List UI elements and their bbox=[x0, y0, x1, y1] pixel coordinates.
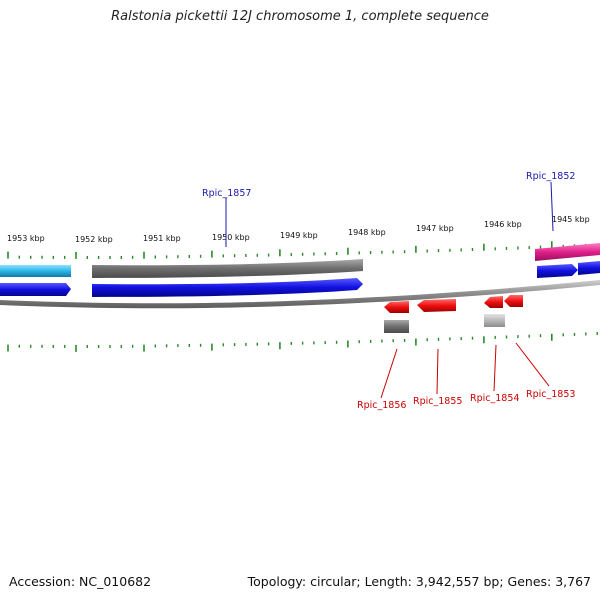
topology-summary: Topology: circular; Length: 3,942,557 bp… bbox=[247, 574, 591, 589]
gene-grey-rpic-1856[interactable] bbox=[384, 320, 409, 333]
gene-label-rpic-1852[interactable]: Rpic_1852 bbox=[526, 171, 575, 182]
scale-label-1951: 1951 kbp bbox=[143, 234, 181, 243]
forward-gene-labels: Rpic_1857 Rpic_1852 bbox=[202, 171, 575, 247]
gene-cyan-left[interactable] bbox=[0, 265, 71, 277]
cds-arrow-rpic-1855[interactable] bbox=[417, 299, 456, 312]
scale-label-1950: 1950 kbp bbox=[212, 233, 250, 242]
cds-arrow-rpic-1853[interactable] bbox=[504, 295, 523, 307]
cds-arrow-rpic-1852[interactable] bbox=[537, 264, 578, 278]
gene-lightgrey-rpic-1854[interactable] bbox=[484, 314, 505, 327]
reverse-gene-labels: Rpic_1856 Rpic_1855 Rpic_1854 Rpic_1853 bbox=[357, 342, 575, 411]
leader-line-rpic-1854 bbox=[493, 344, 497, 392]
chromosome-backbone bbox=[0, 280, 600, 309]
cds-arrow-right-edge[interactable] bbox=[578, 261, 600, 275]
gene-label-rpic-1853[interactable]: Rpic_1853 bbox=[526, 389, 575, 400]
gene-grey-rpic-1857[interactable] bbox=[92, 259, 363, 278]
scale-label-1946: 1946 kbp bbox=[484, 220, 522, 229]
cds-arrow-rpic-1857[interactable] bbox=[92, 278, 363, 297]
scale-label-1949: 1949 kbp bbox=[280, 231, 318, 240]
accession-text: Accession: NC_010682 bbox=[9, 574, 152, 589]
inner-scale-ticks bbox=[7, 332, 598, 352]
leader-line-rpic-1855 bbox=[436, 348, 439, 395]
cds-arrow-rpic-1856[interactable] bbox=[384, 301, 409, 313]
gene-label-rpic-1854[interactable]: Rpic_1854 bbox=[470, 393, 519, 404]
scale-label-1945: 1945 kbp bbox=[552, 215, 590, 224]
gene-label-rpic-1856[interactable]: Rpic_1856 bbox=[357, 400, 406, 411]
leader-line-rpic-1853 bbox=[515, 342, 550, 387]
cds-arrow-left[interactable] bbox=[0, 283, 71, 296]
scale-label-1953: 1953 kbp bbox=[7, 234, 45, 243]
map-title: Ralstonia pickettii 12J chromosome 1, co… bbox=[111, 9, 489, 24]
gene-label-rpic-1857[interactable]: Rpic_1857 bbox=[202, 188, 251, 199]
gene-magenta-rpic-1852[interactable] bbox=[535, 243, 600, 261]
gene-label-rpic-1855[interactable]: Rpic_1855 bbox=[413, 396, 462, 407]
scale-label-1948: 1948 kbp bbox=[348, 228, 386, 237]
scale-label-1947: 1947 kbp bbox=[416, 224, 454, 233]
cds-arrow-rpic-1854[interactable] bbox=[484, 296, 503, 308]
scale-labels: 1953 kbp 1952 kbp 1951 kbp 1950 kbp 1949… bbox=[7, 215, 590, 244]
leader-line-rpic-1852 bbox=[550, 181, 554, 232]
scale-label-1952: 1952 kbp bbox=[75, 235, 113, 244]
leader-line-rpic-1856 bbox=[380, 348, 398, 399]
outer-scale-ticks bbox=[7, 241, 598, 259]
